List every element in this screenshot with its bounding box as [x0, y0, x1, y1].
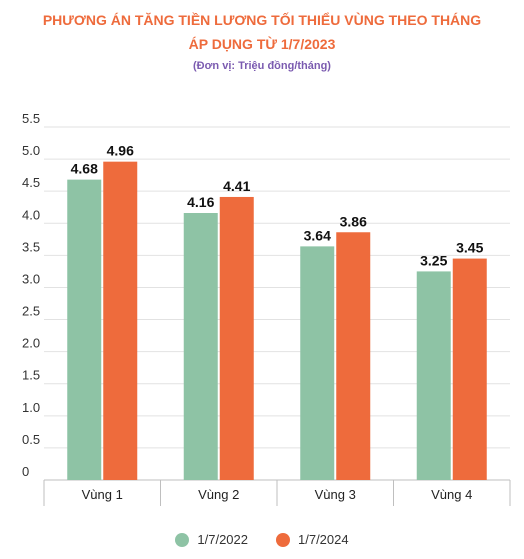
legend-item-series-2[interactable]: 1/7/2024: [276, 532, 349, 547]
bar-series-1-2: [300, 246, 335, 480]
data-label-series-2-3: 3.45: [456, 240, 483, 256]
x-tick-label-0: Vùng 1: [82, 487, 123, 502]
y-tick-label-11: 5.5: [22, 111, 40, 126]
data-label-series-1-3: 3.25: [420, 252, 447, 268]
legend-label-series-2: 1/7/2024: [298, 532, 349, 547]
data-label-series-2-0: 4.96: [107, 143, 134, 159]
legend-item-series-1[interactable]: 1/7/2022: [175, 532, 248, 547]
bar-series-2-2: [336, 232, 371, 480]
y-tick-label-6: 3.0: [22, 271, 40, 286]
y-tick-label-8: 4.0: [22, 207, 40, 222]
y-tick-label-1: 0.5: [22, 432, 40, 447]
y-tick-label-4: 2.0: [22, 336, 40, 351]
chart-title-line2: ÁP DỤNG TỪ 1/7/2023: [188, 36, 336, 52]
y-tick-label-10: 5.0: [22, 143, 40, 158]
y-tick-label-3: 1.5: [22, 368, 40, 383]
data-label-series-2-2: 3.86: [340, 213, 367, 229]
chart-title-line1: PHƯƠNG ÁN TĂNG TIỀN LƯƠNG TỐI THIỂU VÙNG…: [42, 12, 482, 28]
legend: 1/7/2022 1/7/2024: [0, 532, 524, 547]
x-tick-label-2: Vùng 3: [315, 487, 356, 502]
y-tick-label-9: 4.5: [22, 175, 40, 190]
bar-series-1-0: [67, 179, 102, 480]
x-tick-label-3: Vùng 4: [431, 487, 472, 502]
y-tick-label-2: 1.0: [22, 400, 40, 415]
chart-subtitle: (Đơn vị: Triệu đồng/tháng): [193, 60, 331, 72]
bar-series-1-3: [416, 271, 451, 480]
data-label-series-1-2: 3.64: [304, 227, 331, 243]
bar-series-2-3: [452, 258, 487, 480]
bar-series-2-1: [219, 196, 254, 480]
bar-chart: 0 0.5 1.0 1.5 2.0 2.5 3.0 3.5 4.0 4.5 5.0 5.5 Vùng 1…: [22, 111, 511, 506]
y-tick-label-7: 3.5: [22, 239, 40, 254]
bar-series-1-1: [183, 213, 218, 480]
data-label-series-1-1: 4.16: [187, 194, 214, 210]
data-label-series-1-0: 4.68: [71, 161, 98, 177]
legend-swatch-series-1: [175, 532, 190, 547]
legend-label-series-1: 1/7/2022: [197, 532, 248, 547]
x-tick-label-1: Vùng 2: [198, 487, 239, 502]
legend-swatch-series-2: [276, 532, 290, 547]
data-label-series-2-1: 4.41: [223, 178, 250, 194]
y-tick-label-5: 2.5: [22, 304, 40, 319]
bar-series-2-0: [103, 161, 138, 480]
y-tick-label-0: 0: [22, 464, 29, 479]
